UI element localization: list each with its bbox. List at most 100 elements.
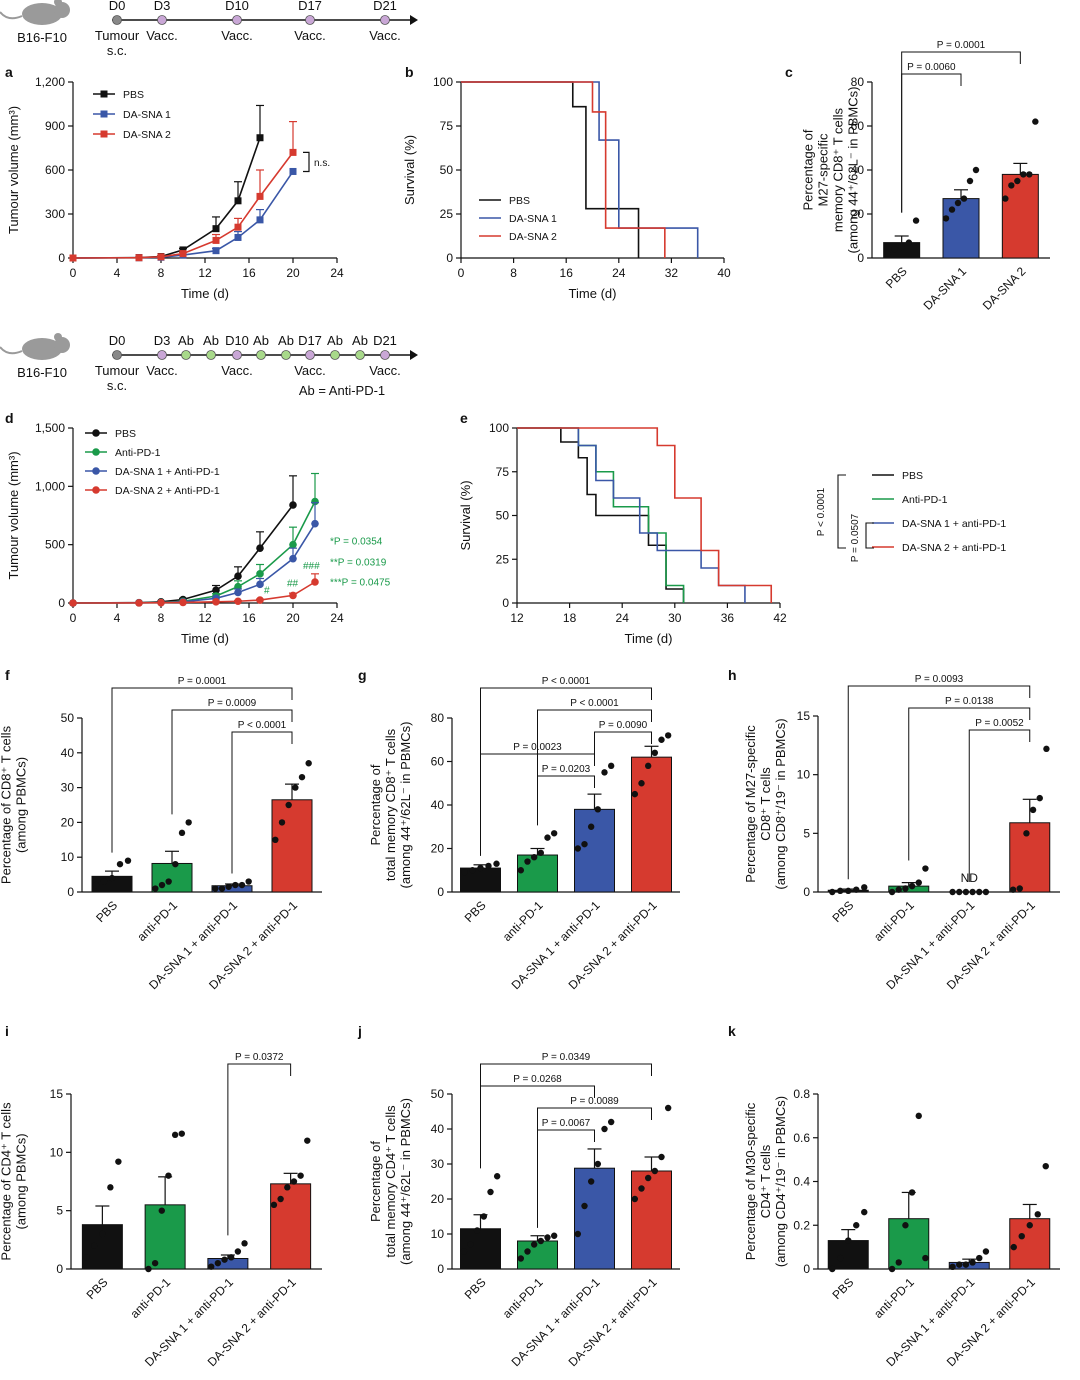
- data-dot: [1026, 171, 1033, 178]
- data-dot: [942, 215, 950, 222]
- data-point: [179, 598, 187, 607]
- data-dot: [845, 1237, 852, 1244]
- y-tick-label: 500: [45, 538, 65, 552]
- data-dot: [467, 1241, 474, 1248]
- data-dot: [664, 732, 672, 739]
- data-dot: [544, 1234, 551, 1241]
- legend-marker: [100, 130, 108, 138]
- y-tick-label: 0: [56, 1262, 63, 1276]
- panel-label: d: [5, 410, 14, 426]
- data-dot: [638, 1185, 645, 1192]
- x-tick-label: 8: [158, 611, 165, 625]
- legend-label: DA-SNA 2 + Anti-PD-1: [115, 485, 220, 497]
- data-dot: [165, 878, 172, 885]
- legend-marker: [100, 110, 108, 118]
- data-dot: [241, 1240, 248, 1247]
- series-2: [69, 120, 297, 262]
- y-tick-label: 0: [857, 251, 864, 265]
- data-dot: [178, 829, 186, 837]
- bar-group-1: DA-SNA 1: [921, 166, 980, 313]
- legend-label: Anti-PD-1: [115, 447, 161, 459]
- data-point: [256, 570, 264, 578]
- data-dot: [902, 885, 909, 892]
- data-dot: [92, 881, 100, 889]
- legend: PBS Anti-PD-1 DA-SNA 1 + Anti-PD-1 DA-SNA 2…: [85, 428, 220, 497]
- data-dot: [1034, 1211, 1041, 1218]
- legend-label: PBS: [123, 89, 144, 101]
- chart-i: i 0 5 10 15 Percentage of CD4⁺ T cells(among …: [0, 1023, 322, 1369]
- ab-node: [181, 350, 191, 360]
- ab-label: Ab: [178, 333, 194, 348]
- chart-g: g 0 20 40 60 80 Percentage oftotal memory CD8⁺…: [358, 667, 680, 992]
- legend-label: DA-SNA 1 + anti-PD-1: [902, 518, 1006, 530]
- panel-label: b: [405, 64, 414, 80]
- data-dot: [845, 887, 852, 895]
- sig-bracket-2: P = 0.0090: [594, 720, 652, 758]
- y-axis-label-line: (among PBMCs): [14, 757, 29, 853]
- event-label: Vacc.: [146, 28, 178, 43]
- data-dot: [1042, 1162, 1049, 1170]
- event-label: Vacc.: [294, 363, 326, 378]
- data-dot: [837, 1254, 844, 1262]
- sig-bracket-3: P = 0.0023: [480, 742, 595, 856]
- y-axis-label-line: (among 44⁺/62L⁻ in PBMCs): [846, 87, 861, 254]
- data-dot: [895, 886, 902, 893]
- chart-a: a 0 300 600 900 1,200 0 4 8 12 16 20 24 Time (d) Tumou…: [5, 64, 344, 301]
- data-dot: [829, 888, 836, 896]
- category-label: anti-PD-1: [500, 898, 546, 944]
- timeline-arrow: [410, 350, 418, 360]
- data-point: [256, 596, 264, 604]
- sig-line: [537, 709, 652, 826]
- sig-label: P = 0.0001: [178, 676, 227, 687]
- y-tick-label: 30: [431, 1157, 445, 1171]
- panel-label: j: [357, 1023, 362, 1039]
- x-tick-label: 18: [563, 611, 577, 625]
- timeline-node: [157, 350, 167, 360]
- panel-label: e: [460, 410, 468, 426]
- legend: PBS DA-SNA 1 DA-SNA 2: [479, 195, 557, 243]
- sig-line: [968, 729, 1031, 882]
- timeline-node: [157, 15, 167, 25]
- y-tick-label: 40: [431, 798, 445, 812]
- chart-b: b 0 25 50 75 100 0 8 16 24 32 40 Time (d) Survival (%…: [402, 64, 731, 301]
- y-tick-label: 15: [50, 1087, 64, 1101]
- sig-bracket-2: P = 0.0052: [968, 718, 1031, 882]
- data-dot: [574, 845, 582, 852]
- data-dot: [185, 819, 192, 826]
- sig-label: P = 0.0023: [513, 742, 562, 753]
- category-label: PBS: [462, 898, 489, 925]
- event-label: Vacc.: [369, 363, 401, 378]
- x-tick-label: 4: [114, 266, 121, 280]
- sig-label: P = 0.0089: [570, 1096, 619, 1107]
- data-dot: [962, 1261, 970, 1268]
- chart-f: f 0 10 20 30 40 50 Percentage of CD8⁺ T cells(a…: [0, 667, 322, 992]
- data-point: [157, 253, 165, 261]
- data-dot: [644, 1174, 652, 1182]
- survival-curve: [461, 81, 666, 258]
- data-point: [256, 134, 264, 142]
- data-dot: [891, 246, 898, 253]
- y-axis-label-line: CD4⁺ T cells: [758, 1144, 773, 1218]
- sig-line: [480, 1085, 595, 1169]
- data-dot: [108, 874, 116, 882]
- sig-label: **P = 0.0319: [330, 558, 387, 569]
- day-label: D3: [154, 333, 171, 348]
- y-tick-label: 100: [489, 421, 509, 435]
- sig-label: P = 0.0093: [915, 674, 964, 685]
- y-axis-label: Tumour volume (mm³): [6, 451, 21, 579]
- sig-label: P < 0.0001: [570, 698, 619, 709]
- sig-label: P < 0.0001: [816, 487, 827, 536]
- y-tick-label: 10: [61, 850, 75, 864]
- y-tick-label: 50: [496, 509, 510, 523]
- event-label-line: s.c.: [107, 378, 127, 393]
- x-tick-label: 8: [510, 266, 517, 280]
- data-point: [234, 197, 242, 205]
- data-dot: [651, 1167, 659, 1175]
- day-label: D21: [373, 0, 397, 13]
- data-dot: [461, 869, 468, 876]
- y-tick-label: 10: [50, 1145, 64, 1159]
- y-tick-label: 1,500: [35, 421, 65, 435]
- y-tick-label: 0: [502, 596, 509, 610]
- legend-label: PBS: [902, 470, 923, 482]
